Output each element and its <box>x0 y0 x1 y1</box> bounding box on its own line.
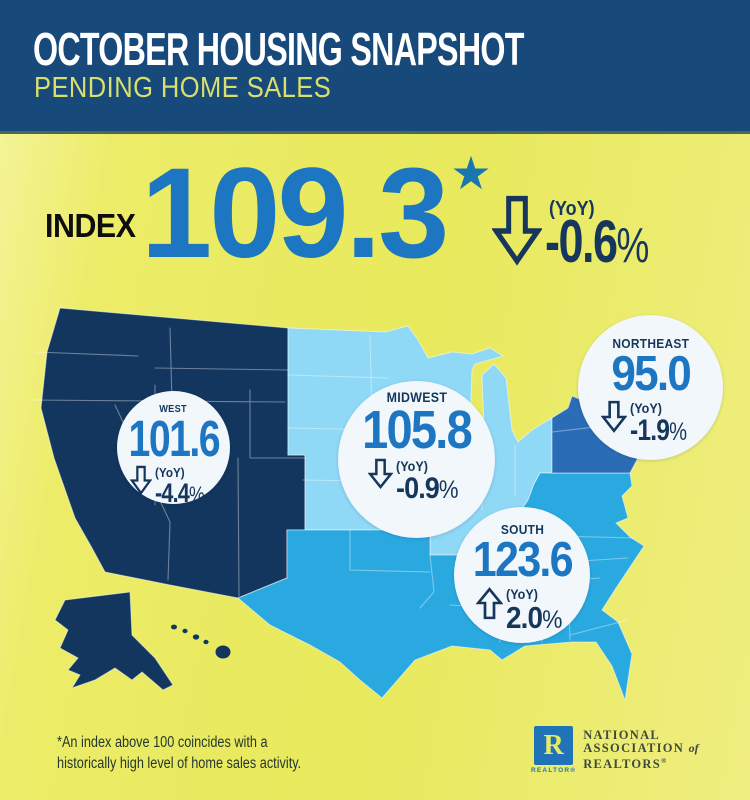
down-arrow-icon <box>492 195 542 266</box>
region-index-value: 101.6 <box>128 410 220 467</box>
page-title: OCTOBER HOUSING SNAPSHOT <box>33 23 524 75</box>
percent-sign: % <box>616 218 650 273</box>
yoy-label: (YoY) <box>505 585 538 602</box>
region-change-value: 2.0% <box>505 599 563 635</box>
map-region-west-alaska <box>54 591 174 691</box>
region-name: NORTHEAST <box>612 336 689 351</box>
index-footnote: *An index above 100 coincides with a his… <box>57 732 301 774</box>
region-badge-midwest: MIDWEST 105.8 (YoY) -0.9% <box>338 381 495 538</box>
down-arrow-icon <box>367 459 393 490</box>
footnote-line-2: historically high level of home sales ac… <box>57 755 302 772</box>
percent-sign: % <box>188 482 205 508</box>
region-name: SOUTH <box>500 522 544 537</box>
region-index-value: 105.8 <box>362 400 473 460</box>
footnote-line-1: *An index above 100 coincides with a <box>57 734 268 751</box>
nar-logo-text: NATIONAL ASSOCIATION of REALTORS® <box>583 726 698 774</box>
yoy-label: (YoY) <box>549 198 595 220</box>
region-index-value: 123.6 <box>472 533 573 587</box>
region-index-value: 95.0 <box>611 347 691 401</box>
national-index-value: 109.3★ <box>141 142 492 285</box>
realtor-wordmark: REALTOR® <box>531 767 577 774</box>
yoy-label: (YoY) <box>630 399 663 416</box>
index-label: INDEX <box>45 207 136 244</box>
down-arrow-icon <box>601 400 628 433</box>
map-region-west-hawaii <box>171 624 231 659</box>
yoy-label: (YoY) <box>154 465 185 481</box>
yoy-label: (YoY) <box>395 458 428 475</box>
header-banner: OCTOBER HOUSING SNAPSHOT PENDING HOME SA… <box>0 0 750 131</box>
percent-sign: % <box>541 605 563 634</box>
region-name: MIDWEST <box>386 390 447 405</box>
down-arrow-icon <box>129 466 152 496</box>
up-arrow-icon <box>475 586 503 619</box>
nar-logo: R REALTOR® NATIONAL ASSOCIATION of REALT… <box>531 726 699 774</box>
region-badge-northeast: NORTHEAST 95.0 (YoY) -1.9% <box>578 315 723 460</box>
asterisk-star-icon: ★ <box>450 147 492 199</box>
region-change-value: -1.9% <box>630 413 688 447</box>
percent-sign: % <box>438 477 459 505</box>
region-name: WEST <box>159 404 188 415</box>
nar-line-1: NATIONAL <box>583 728 661 742</box>
nar-line-2: ASSOCIATION of <box>583 741 699 755</box>
realtor-r-logo-icon: R <box>534 726 574 765</box>
page-subtitle: PENDING HOME SALES <box>34 72 332 104</box>
national-change-value: -0.6% <box>545 208 650 275</box>
header-divider <box>0 131 750 134</box>
region-change-value: -4.4% <box>154 478 205 509</box>
nar-line-3: REALTORS® <box>583 757 667 772</box>
region-change-value: -0.9% <box>395 472 459 506</box>
percent-sign: % <box>669 418 688 446</box>
region-badge-south: SOUTH 123.6 (YoY) 2.0% <box>454 507 590 643</box>
region-badge-west: WEST 101.6 (YoY) -4.4% <box>117 391 230 509</box>
